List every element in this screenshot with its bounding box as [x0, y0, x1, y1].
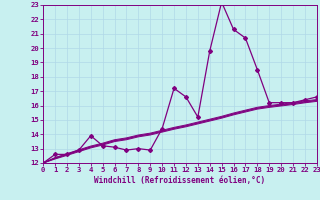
X-axis label: Windchill (Refroidissement éolien,°C): Windchill (Refroidissement éolien,°C)	[94, 176, 266, 185]
